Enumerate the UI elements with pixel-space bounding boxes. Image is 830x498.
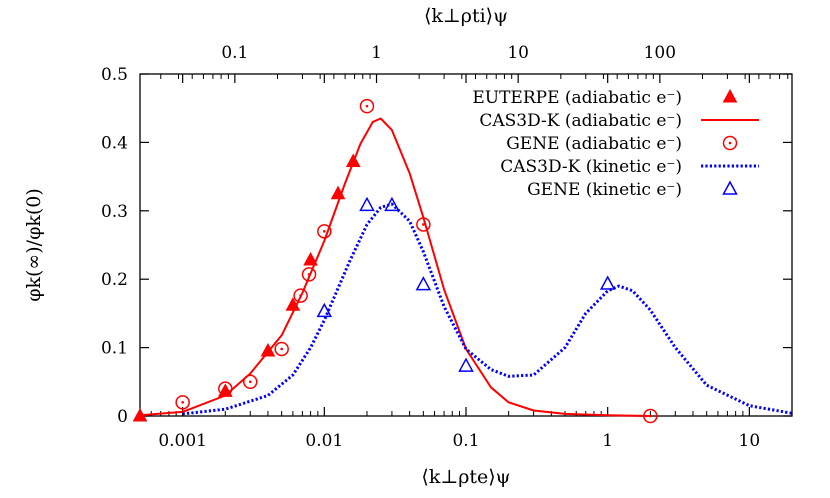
marker-ring xyxy=(175,395,190,410)
x-axis-label: ⟨k⊥ρte⟩ψ xyxy=(421,466,510,488)
legend-label: GENE (adiabatic e⁻) xyxy=(506,134,682,154)
data-point xyxy=(415,276,432,291)
series-line xyxy=(139,117,651,417)
marker-dot xyxy=(299,294,302,297)
y-tick-label: 0.4 xyxy=(101,133,128,153)
marker-ring xyxy=(416,217,431,232)
x-tick-label: 10 xyxy=(739,431,761,451)
series-4 xyxy=(316,196,616,372)
y-axis-label: φk(∞)/φk(0) xyxy=(23,188,45,302)
y-tick-label: 0 xyxy=(117,407,128,427)
marker-dot xyxy=(422,223,425,226)
data-point xyxy=(643,408,658,424)
legend-label: CAS3D-K (kinetic e⁻) xyxy=(500,157,682,177)
x-tick-label: 0.01 xyxy=(305,431,343,451)
marker-ring xyxy=(274,341,289,357)
marker-ring xyxy=(301,267,317,282)
legend: EUTERPE (adiabatic e⁻) CAS3D-K (adiabatic… xyxy=(472,88,759,200)
x-tick-label: 1 xyxy=(602,431,613,451)
marker-ring xyxy=(218,381,233,396)
data-point xyxy=(303,251,318,266)
data-point xyxy=(301,267,317,282)
marker-ring xyxy=(359,98,375,114)
marker-dot xyxy=(323,230,326,233)
legend-label: CAS3D-K (adiabatic e⁻) xyxy=(479,111,682,131)
x2-tick-label: 100 xyxy=(644,43,676,63)
x-tick-label: 0.1 xyxy=(452,431,479,451)
data-point xyxy=(359,196,375,212)
marker-ring xyxy=(293,288,308,303)
data-point xyxy=(218,381,233,396)
x2-tick-label: 1 xyxy=(371,43,382,63)
data-point xyxy=(599,275,616,290)
series-2 xyxy=(175,98,658,424)
marker-dot xyxy=(307,273,311,276)
legend-label: GENE (kinetic e⁻) xyxy=(527,180,682,200)
legend-swatch xyxy=(722,135,738,151)
marker-dot xyxy=(365,104,369,108)
series-0 xyxy=(132,153,361,422)
axis-ticks: 0.001 0.01 0.1 1 10 0.1 1 10 100 0 0.1 0.2 0.3 0.4 0.5 xyxy=(101,43,792,451)
legend-swatch xyxy=(722,180,738,195)
marker-dot xyxy=(223,387,227,390)
y-tick-label: 0.1 xyxy=(101,339,128,359)
series-3 xyxy=(182,202,793,416)
data-series xyxy=(132,98,793,424)
series-line xyxy=(182,202,793,416)
data-point xyxy=(359,98,375,114)
y-tick-label: 0.3 xyxy=(101,202,128,222)
marker-dot xyxy=(248,380,252,384)
data-point xyxy=(242,374,258,390)
data-point xyxy=(274,341,289,357)
x2-tick-label: 10 xyxy=(507,43,529,63)
data-point xyxy=(317,224,332,239)
data-point xyxy=(293,288,308,303)
marker-dot xyxy=(181,401,184,404)
data-point xyxy=(416,217,431,232)
legend-swatch xyxy=(722,88,738,103)
x2-tick-label: 0.1 xyxy=(221,43,248,63)
data-point xyxy=(316,302,333,318)
marker-ring xyxy=(643,408,658,424)
marker-ring xyxy=(722,135,738,151)
series-1 xyxy=(139,117,651,417)
y-tick-label: 0.2 xyxy=(101,270,128,290)
legend-label: EUTERPE (adiabatic e⁻) xyxy=(472,88,682,108)
data-point xyxy=(458,357,474,372)
data-point xyxy=(384,196,400,212)
marker-ring xyxy=(317,224,332,239)
data-point xyxy=(175,395,190,410)
x2-axis-label: ⟨k⊥ρti⟩ψ xyxy=(424,5,508,27)
data-point xyxy=(260,342,276,357)
marker-dot xyxy=(280,347,283,351)
marker-dot xyxy=(728,141,732,145)
marker-dot xyxy=(649,414,652,418)
plot-frame xyxy=(139,73,793,417)
y-tick-label: 0.5 xyxy=(101,65,128,85)
marker-ring xyxy=(242,374,258,390)
x-tick-label: 0.001 xyxy=(158,431,207,451)
